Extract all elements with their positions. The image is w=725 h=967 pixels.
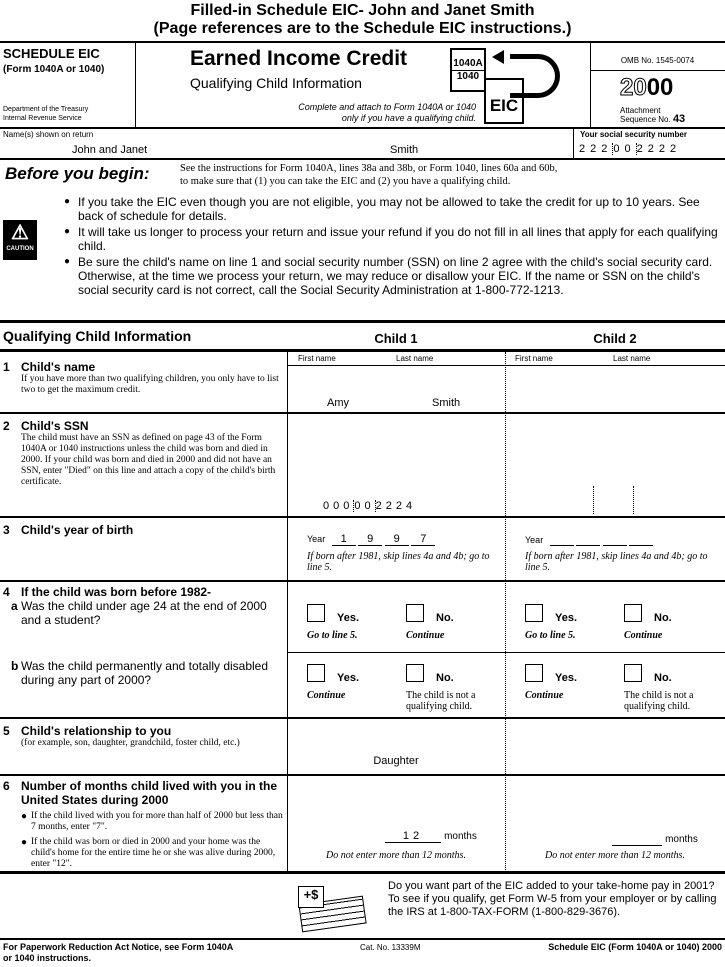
dept1: Department of the Treasury (3, 106, 89, 113)
w5-note: Do you want part of the EIC added to you… (388, 880, 717, 918)
yes-checkbox[interactable] (307, 604, 325, 622)
no-label: No. (436, 672, 454, 684)
dept2: Internal Revenue Service (3, 115, 82, 122)
caution-icon: ⚠ CAUTION (3, 220, 37, 260)
banner-line2: (Page references are to the Schedule EIC… (153, 20, 572, 37)
check-money-icon: +$ (290, 882, 370, 933)
child2-heading: Child 2 (593, 331, 637, 346)
names-first[interactable]: John and Janet (72, 144, 148, 156)
attach-note: Complete and attach to Form 1040A or 104… (298, 102, 476, 123)
last-name-label: Last name (613, 354, 651, 363)
yes-label: Yes. (337, 612, 360, 624)
yes-note: Go to line 5. (525, 630, 576, 641)
attachment-seq: Attachment Sequence No. 43 (620, 106, 686, 125)
no-checkbox[interactable] (624, 604, 642, 622)
line3-note: If born after 1981, skip lines 4a and 4b… (525, 551, 708, 573)
child1-heading: Child 1 (374, 331, 418, 346)
caution-bullet: Be sure the child's name on line 1 and s… (64, 255, 724, 297)
line2: 2 Child's SSN The child must have an SSN … (3, 419, 276, 487)
child1-months[interactable]: 12 months (385, 830, 477, 843)
yes-note: Continue (525, 690, 564, 701)
no-note: The child is not a qualifying child. (406, 690, 476, 712)
no-note: Continue (406, 630, 445, 641)
child2-year[interactable]: Year (525, 535, 654, 546)
child1-last-name[interactable]: Smith (432, 397, 461, 409)
ssn-label: Your social security number (580, 130, 687, 139)
no-checkbox[interactable] (406, 604, 424, 622)
last-name-label: Last name (396, 354, 434, 363)
line4: 4 If the child was born before 1982- a Was… (3, 585, 267, 627)
caution-list: If you take the EIC even though you are … (64, 195, 724, 299)
child2-ssn[interactable] (520, 490, 710, 512)
child1-year[interactable]: Year 1 9 9 7 (307, 533, 436, 546)
line3-note: If born after 1981, skip lines 4a and 4b… (307, 551, 490, 573)
months-note: Do not enter more than 12 months. (545, 850, 685, 861)
footer-paperwork: For Paperwork Reduction Act Notice, see … (3, 942, 234, 963)
section-title: Qualifying Child Information (3, 328, 192, 344)
caution-bullet: It will take us longer to process your r… (64, 225, 724, 253)
line4b: b Was the child permanently and totally d… (11, 659, 269, 687)
tax-year: 2000 (620, 74, 674, 102)
footer-form-id: Schedule EIC (Form 1040A or 1040) 2000 (548, 942, 722, 952)
names-label: Name(s) shown on return (3, 130, 94, 139)
omb-number: OMB No. 1545-0074 (620, 56, 695, 65)
form-title: Earned Income Credit (190, 47, 408, 70)
yes-label: Yes. (337, 672, 360, 684)
caution-bullet: If you take the EIC even though you are … (64, 195, 724, 223)
months-note: Do not enter more than 12 months. (326, 850, 466, 861)
schedule-label: SCHEDULE EIC (3, 46, 100, 61)
no-note: The child is not a qualifying child. (624, 690, 694, 712)
yes-checkbox[interactable] (525, 604, 543, 622)
child2-name[interactable] (515, 397, 715, 411)
first-name-label: First name (515, 354, 553, 363)
child2-months[interactable]: months (612, 833, 698, 846)
child1-ssn[interactable]: 000002224 (323, 500, 417, 512)
your-ssn[interactable]: 222002222 (579, 143, 682, 155)
no-checkbox[interactable] (406, 664, 424, 682)
form-subtitle: Qualifying Child Information (190, 75, 362, 91)
banner: Filled-in Schedule EIC- John and Janet S… (0, 2, 725, 38)
line5: 5 Child's relationship to you (for exampl… (3, 724, 240, 748)
yes-checkbox[interactable] (525, 664, 543, 682)
catalog-number: Cat. No. 13339M (360, 943, 421, 952)
before-text: See the instructions for Form 1040A, lin… (180, 163, 558, 187)
line1: 1 Child's name If you have more than two … (3, 360, 279, 395)
before-you-begin: Before you begin: (5, 164, 150, 183)
child1-first-name[interactable]: Amy (327, 397, 349, 409)
no-label: No. (654, 672, 672, 684)
child1-relationship[interactable]: Daughter (373, 755, 419, 767)
names-last[interactable]: Smith (390, 144, 419, 156)
yes-label: Yes. (555, 612, 578, 624)
line6: 6 Number of months child lived with you i… (3, 779, 283, 872)
yes-label: Yes. (555, 672, 578, 684)
no-checkbox[interactable] (624, 664, 642, 682)
form-label: (Form 1040A or 1040) (3, 64, 105, 75)
line3: 3 Child's year of birth (3, 523, 134, 537)
no-note: Continue (624, 630, 663, 641)
no-label: No. (654, 612, 672, 624)
child2-relationship[interactable] (520, 755, 710, 769)
form-attach-icon: 1040A 1040 EIC (450, 48, 560, 126)
yes-checkbox[interactable] (307, 664, 325, 682)
banner-line1: Filled-in Schedule EIC- John and Janet S… (190, 2, 535, 19)
first-name-label: First name (298, 354, 336, 363)
no-label: No. (436, 612, 454, 624)
yes-note: Go to line 5. (307, 630, 358, 641)
yes-note: Continue (307, 690, 346, 701)
